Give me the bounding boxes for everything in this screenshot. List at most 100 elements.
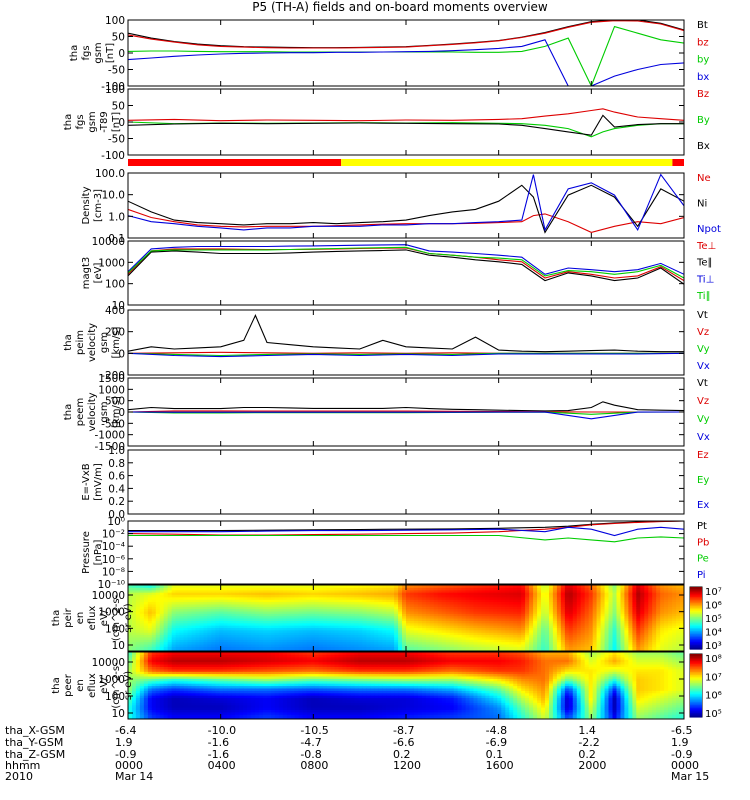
heatmap-cell bbox=[485, 618, 490, 621]
heatmap-cell bbox=[461, 594, 467, 598]
heatmap-cell bbox=[171, 685, 177, 689]
heatmap-cell bbox=[620, 585, 626, 588]
heatmap-cell bbox=[354, 648, 359, 651]
heatmap-cell bbox=[155, 685, 161, 689]
heatmap-cell bbox=[155, 634, 161, 638]
heatmap-cell bbox=[588, 641, 594, 645]
heatmap-cell bbox=[195, 659, 201, 663]
heatmap-cell bbox=[664, 622, 669, 626]
heatmap-cell bbox=[147, 702, 153, 706]
heatmap-cell bbox=[541, 585, 546, 588]
heatmap-cell bbox=[656, 646, 661, 650]
heatmap-cell bbox=[469, 599, 475, 603]
heatmap-cell bbox=[143, 697, 149, 701]
heatmap-cell bbox=[672, 636, 677, 640]
heatmap-cell bbox=[286, 615, 292, 619]
heatmap-cell bbox=[215, 613, 220, 617]
heatmap-cell bbox=[135, 608, 141, 612]
heatmap-cell bbox=[632, 632, 637, 636]
heatmap-cell bbox=[449, 618, 455, 621]
heatmap-cell bbox=[306, 634, 312, 638]
heatmap-cell bbox=[501, 603, 506, 607]
heatmap-cell bbox=[128, 589, 133, 593]
heatmap-cell bbox=[175, 666, 181, 670]
heatmap-cell bbox=[576, 587, 582, 591]
heatmap-cell bbox=[215, 587, 220, 591]
heatmap-cell bbox=[163, 629, 169, 633]
heatmap-cell bbox=[680, 639, 684, 643]
heatmap-cell bbox=[298, 627, 304, 631]
heatmap-cell bbox=[576, 608, 582, 612]
heatmap-cell bbox=[664, 610, 669, 614]
heatmap-cell bbox=[533, 606, 538, 610]
heatmap-cell bbox=[453, 601, 459, 605]
heatmap-cell bbox=[128, 585, 133, 588]
heatmap-cell bbox=[354, 643, 359, 647]
heatmap-cell bbox=[294, 599, 300, 603]
heatmap-cell bbox=[445, 585, 451, 588]
heatmap-cell bbox=[668, 620, 673, 624]
heatmap-cell bbox=[255, 610, 260, 614]
heatmap-cell bbox=[406, 646, 411, 650]
heatmap-cell bbox=[346, 585, 351, 588]
heatmap-cell bbox=[187, 671, 193, 675]
heatmap-cell bbox=[346, 596, 351, 600]
heatmap-cell bbox=[596, 606, 602, 610]
heatmap-cell bbox=[453, 608, 459, 612]
heatmap-cell bbox=[235, 615, 240, 619]
heatmap-cell bbox=[330, 627, 336, 631]
heatmap-cell bbox=[668, 632, 673, 636]
heatmap-cell bbox=[334, 615, 340, 619]
heatmap-cell bbox=[199, 636, 205, 640]
heatmap-cell bbox=[128, 601, 133, 605]
heatmap-cell bbox=[251, 603, 256, 607]
heatmap-cell bbox=[132, 683, 137, 687]
heatmap-cell bbox=[147, 627, 153, 631]
heatmap-cell bbox=[457, 636, 463, 640]
heatmap-cell bbox=[175, 625, 181, 629]
heatmap-cell bbox=[147, 697, 153, 701]
heatmap-cell bbox=[386, 639, 391, 643]
heatmap-cell bbox=[429, 622, 435, 626]
heatmap-cell bbox=[183, 606, 189, 610]
heatmap-cell bbox=[354, 632, 359, 636]
y-tick-label: 0.0 bbox=[108, 509, 125, 521]
heatmap-cell bbox=[259, 615, 264, 619]
heatmap-cell bbox=[552, 606, 558, 610]
heatmap-cell bbox=[529, 594, 534, 598]
heatmap-cell bbox=[545, 608, 550, 612]
heatmap-cell bbox=[203, 603, 209, 607]
heatmap-cell bbox=[592, 622, 598, 626]
heatmap-cell bbox=[564, 615, 570, 619]
heatmap-cell bbox=[219, 587, 224, 591]
heatmap-cell bbox=[128, 707, 133, 710]
heatmap-cell bbox=[199, 692, 205, 696]
y-tick-label: 0 bbox=[118, 348, 125, 360]
heatmap-cell bbox=[541, 636, 546, 640]
heatmap-cell bbox=[648, 610, 653, 614]
heatmap-cell bbox=[306, 587, 312, 591]
heatmap-cell bbox=[588, 636, 594, 640]
heatmap-cell bbox=[179, 687, 185, 691]
heatmap-cell bbox=[306, 643, 312, 647]
heatmap-cell bbox=[660, 648, 665, 651]
heatmap-cell bbox=[171, 666, 177, 670]
heatmap-cell bbox=[481, 636, 487, 640]
heatmap-cell bbox=[350, 639, 355, 643]
heatmap-cell bbox=[128, 596, 133, 600]
heatmap-cell bbox=[286, 643, 292, 647]
heatmap-cell bbox=[628, 641, 633, 645]
heatmap-cell bbox=[473, 636, 479, 640]
heatmap-cell bbox=[179, 666, 185, 670]
heatmap-cell bbox=[231, 585, 236, 588]
heatmap-cell bbox=[271, 610, 276, 614]
heatmap-cell bbox=[453, 643, 459, 647]
heatmap-cell bbox=[191, 654, 197, 658]
heatmap-cell bbox=[541, 648, 546, 651]
heatmap-cell bbox=[545, 594, 550, 598]
heatmap-cell bbox=[203, 622, 209, 626]
heatmap-cell bbox=[421, 592, 427, 596]
colorbar-cell bbox=[690, 635, 702, 638]
heatmap-cell bbox=[636, 625, 641, 629]
heatmap-cell bbox=[596, 620, 602, 624]
